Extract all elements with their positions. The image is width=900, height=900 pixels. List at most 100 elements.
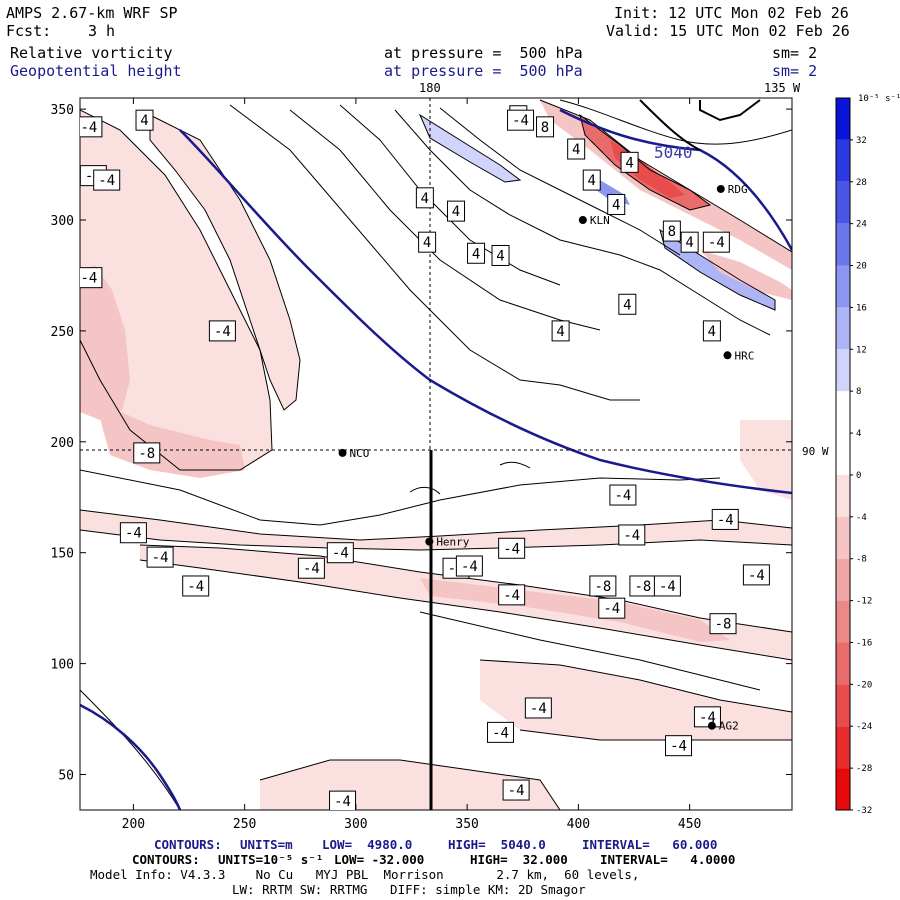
height-contour-sw [80, 703, 182, 810]
field1-level: at pressure = 500 hPa [384, 44, 583, 62]
colorbar-label: 28 [856, 178, 867, 188]
contour-label: 4 [415, 187, 434, 209]
contour-label-box [119, 522, 147, 544]
contour-label-box [182, 575, 210, 597]
contour-label-text: -8 [36, 357, 53, 373]
contour-label: -4 [455, 555, 483, 577]
colorbar-segment [836, 558, 850, 601]
forecast-value: 3 h [88, 22, 116, 40]
contour-label-box [507, 109, 535, 131]
x-tick-label: 400 [567, 817, 590, 832]
contour-label-text: -4 [214, 324, 231, 340]
colorbar-segment [836, 768, 850, 810]
contour-label: 8 [662, 220, 681, 242]
contour-label-box [680, 231, 699, 253]
colorbar-segment [836, 433, 850, 475]
model-title: AMPS 2.67-km WRF SP [6, 4, 178, 22]
contour-label: 4 [567, 138, 586, 160]
contour-label: -4 [119, 522, 147, 544]
vort-fill-neg-ne-right [700, 250, 792, 300]
contour-label: -4 [653, 575, 681, 597]
contour-label: 4 [551, 320, 570, 342]
footer-vort-interval: INTERVAL= 4.0000 [600, 852, 736, 867]
contour-label-text: 4 [452, 204, 460, 220]
contour-label-text: 4 [685, 235, 693, 251]
contour-label-text: -4 [303, 561, 320, 577]
contour-label: -4 [609, 484, 637, 506]
contour-label-box [146, 546, 174, 568]
contour-label-text: -4 [461, 559, 478, 575]
station-label: RDG [728, 183, 748, 196]
colorbar-segment [836, 349, 850, 392]
x-tick-label: 450 [678, 817, 701, 832]
contour-label: -8 [629, 575, 657, 597]
footer-vort-units: UNITS=10⁻⁵ s⁻¹ [218, 852, 324, 867]
colorbar-segment [836, 726, 850, 769]
contour-label: 4 [467, 242, 486, 264]
station-label: HRC [734, 349, 754, 362]
contour-label-text: -4 [492, 725, 509, 741]
contour-label: 4 [418, 231, 437, 253]
footer-height-units: UNITS=m [240, 837, 293, 852]
x-tick-label: 300 [344, 817, 367, 832]
contour-label: -8 [31, 354, 57, 374]
y-axis: 50 100 150 200 250 300 350 [51, 103, 792, 784]
contour-label: -4 [498, 584, 526, 606]
contour-label-text: -4 [334, 794, 351, 810]
contour-label: 4 [620, 151, 639, 173]
contour-label-text: 4 [625, 155, 633, 171]
lon-label-135w: 135 W [764, 81, 801, 95]
field1-smoothing: sm= 2 [772, 44, 818, 62]
contour-label-box [31, 121, 57, 141]
contour-label: -8 [589, 575, 617, 597]
contour-label-box [455, 555, 483, 577]
contour-label-box [80, 267, 103, 289]
contour-label-text: -4 [603, 601, 620, 617]
contour-label-text: -4 [508, 783, 525, 799]
contour-label-box [326, 542, 354, 564]
station-dot [707, 721, 716, 730]
footer-vort-contours: CONTOURS: [132, 852, 200, 867]
footer-model-info: Model Info: V4.3.3 No Cu MYJ PBL Morriso… [90, 867, 640, 882]
lon-label-180: 180 [419, 81, 441, 95]
colorbar-label: 4 [856, 429, 861, 439]
contour-label-text: 4 [572, 142, 580, 158]
contour-label-text: 4 [421, 191, 429, 207]
colorbar-frame [835, 97, 851, 811]
colorbar-label: 32 [856, 136, 867, 146]
contour-label-text: 4 [708, 324, 716, 340]
colorbar-label: -16 [856, 638, 872, 648]
contour-label: -4 [297, 557, 325, 579]
colorbar-label: -12 [856, 597, 872, 607]
vort-fill-neg-ne-core [580, 115, 710, 210]
contour-label-box [487, 721, 515, 743]
contour-label-text: 4 [472, 246, 480, 262]
contour-label: -8 [709, 613, 737, 635]
contour-label-box [536, 116, 555, 138]
colorbar-label: -28 [856, 764, 872, 774]
field2-smoothing: sm= 2 [772, 62, 818, 80]
contour-label: -4 [693, 706, 721, 728]
contour-label-box [653, 575, 681, 597]
colorbar-segment [836, 307, 850, 350]
contour-label-text: -4 [530, 701, 547, 717]
contour-label-text: -4 [54, 169, 71, 185]
station-dot [578, 215, 587, 224]
y-tick-label: 300 [51, 214, 74, 229]
contour-label-text: -8 [715, 617, 732, 633]
footer-height-low: LOW= 4980.0 [322, 837, 413, 852]
contour-label-text: -4 [503, 541, 520, 557]
station-dot [338, 448, 347, 457]
contour-label: 4 [618, 293, 637, 315]
vort-fill-neg-east-right [740, 420, 792, 500]
contour-label-text: -4 [512, 113, 529, 129]
vort-fill-neg-west-core [80, 265, 130, 420]
contour-label-text: -4 [80, 271, 97, 287]
contour-label-text: 4 [623, 297, 631, 313]
contour-label-box [133, 442, 161, 464]
colorbar-title: 10⁻⁵ s⁻¹ [858, 94, 900, 104]
colorbar-segment [836, 391, 850, 434]
colorbar: 32 28 24 20 16 12 8 4 0 -4 -8 -12 -16 -20 -24 -28 -32 [835, 97, 872, 816]
contour-label-box [609, 484, 637, 506]
contour-label-box [297, 557, 325, 579]
